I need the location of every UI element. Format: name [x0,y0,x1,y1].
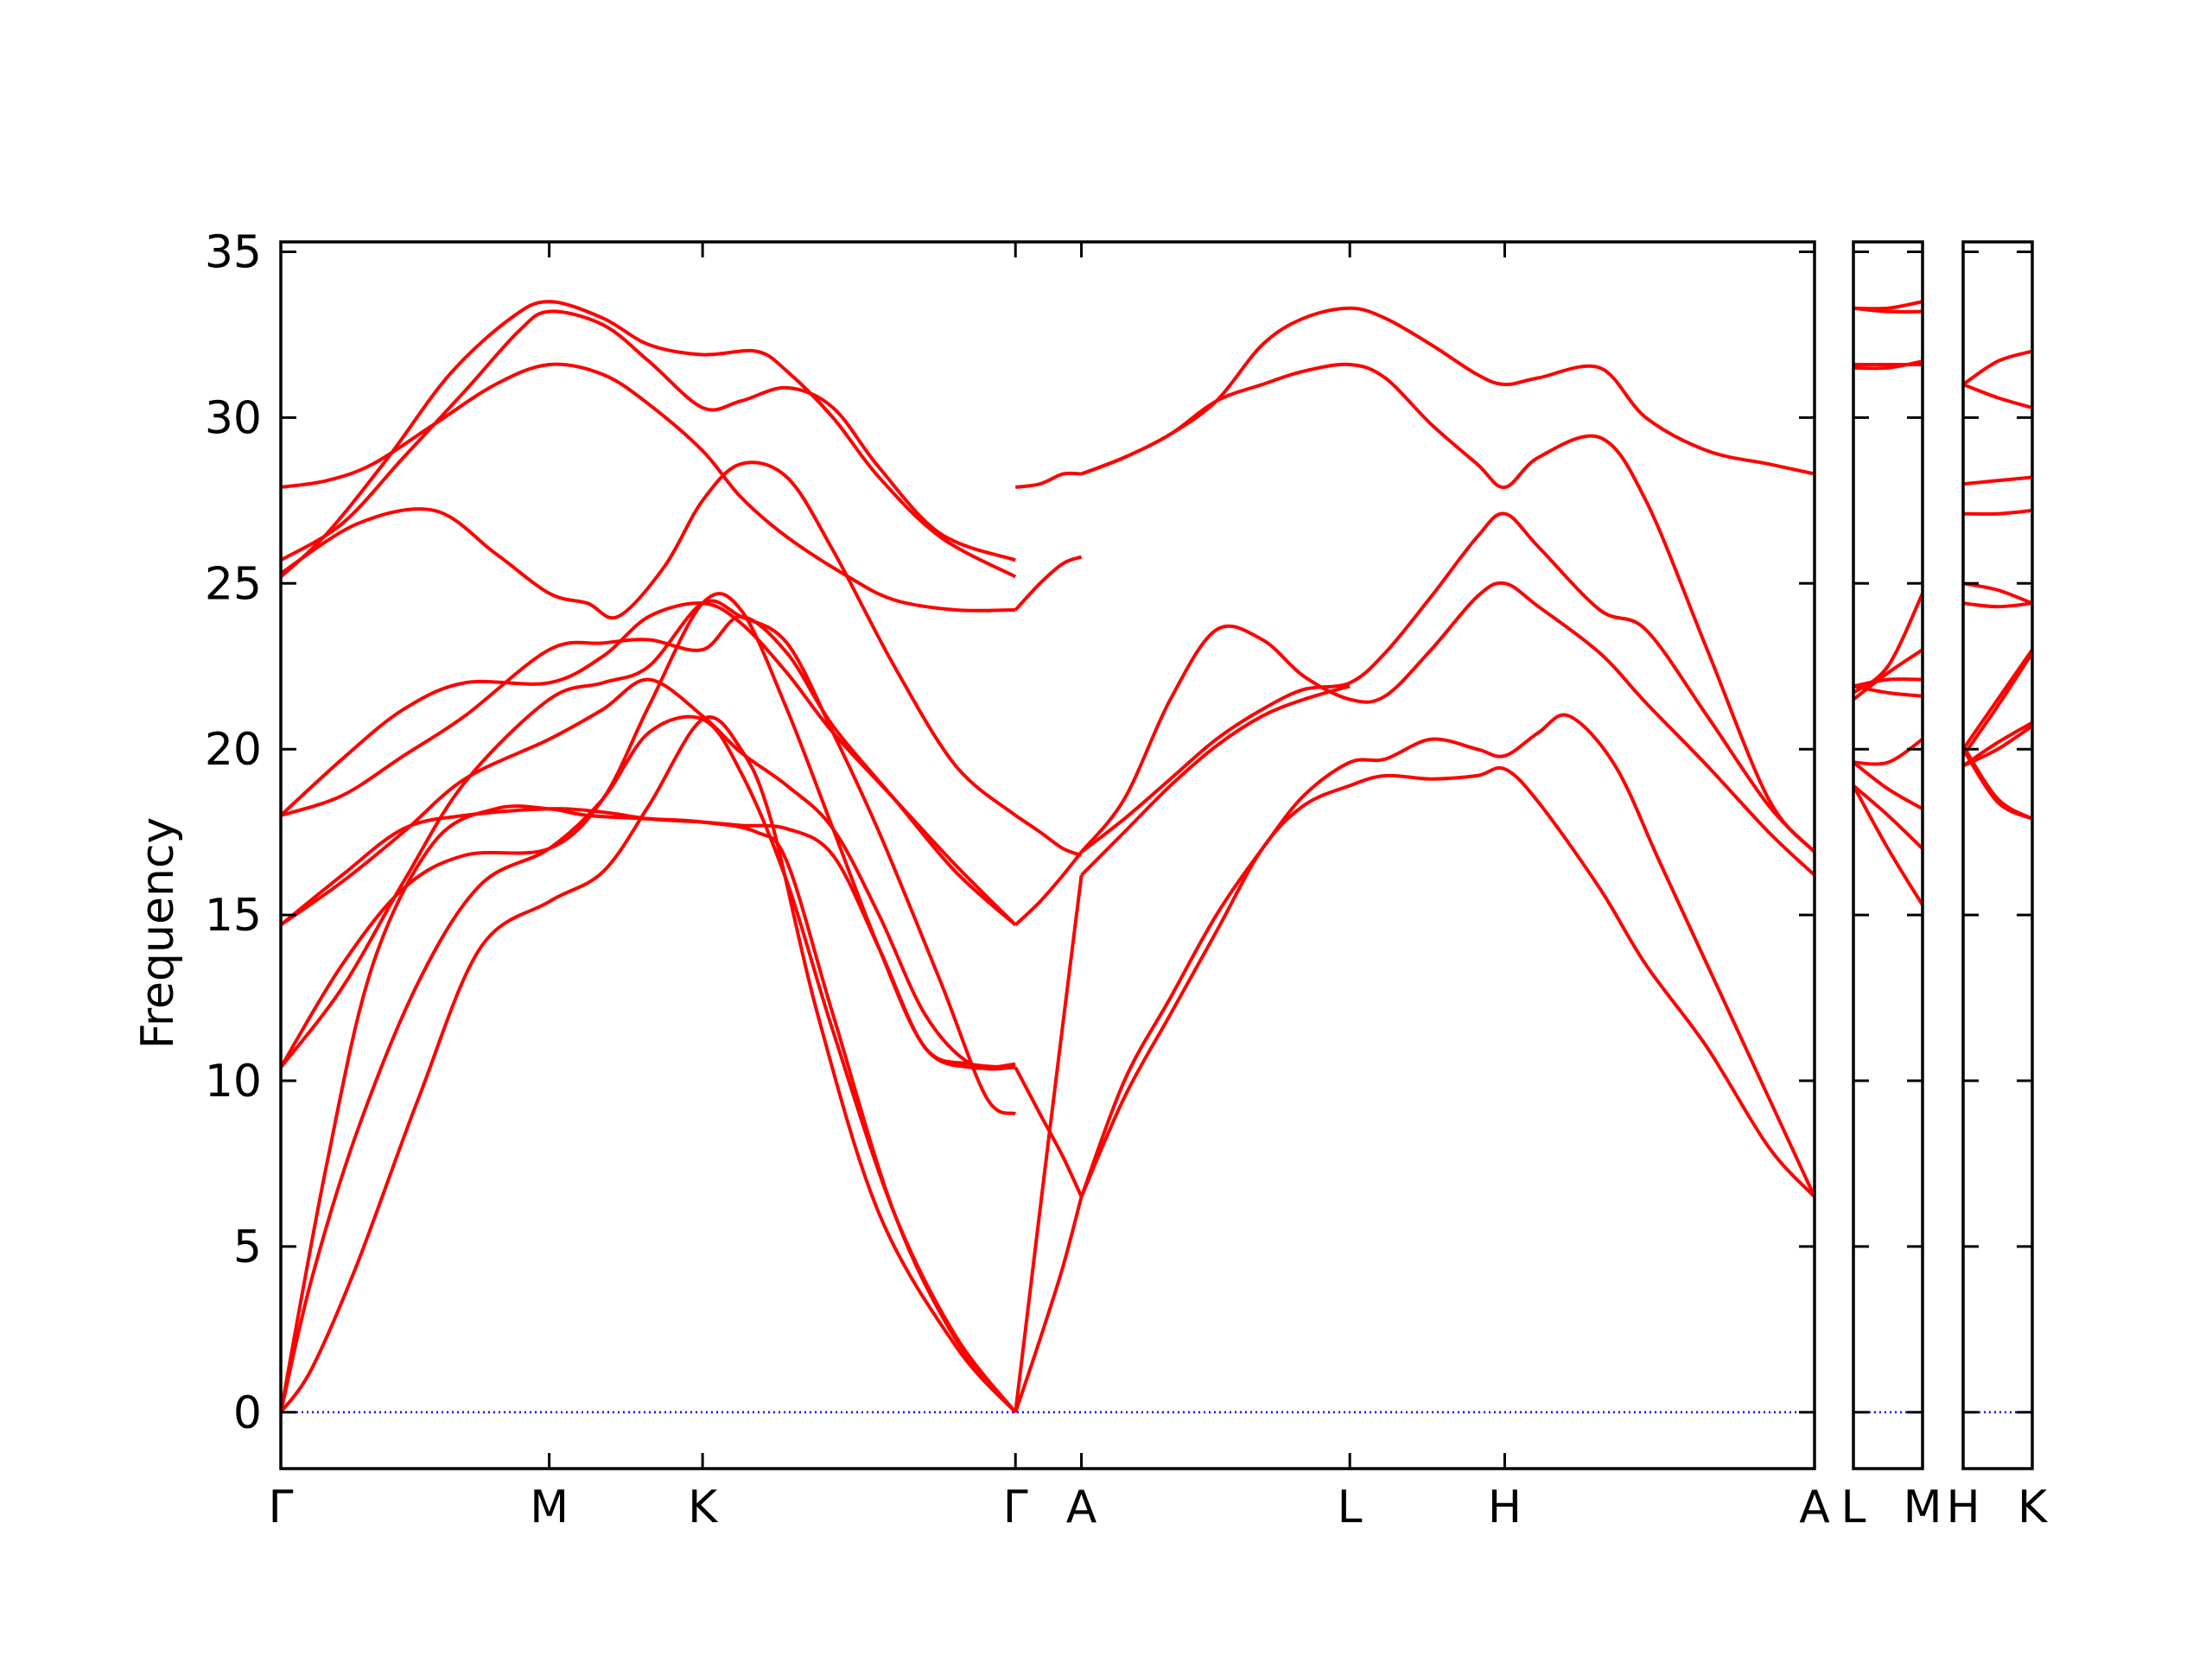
panel-frame [1961,240,2034,1470]
band-line [1963,651,2032,758]
band-line [1963,601,2032,609]
band-line [1014,814,1083,857]
band-line [281,714,1017,1414]
band-line [281,614,1017,927]
band-line [1963,648,2032,751]
panel-frame [279,240,1816,1470]
y-tick-label: 15 [205,890,262,942]
y-tick-label: 35 [205,227,262,279]
y-tick-label: 10 [205,1056,262,1108]
band-line [281,677,1016,1071]
band-line [1014,874,1084,1413]
x-tick-label: H [1946,1482,1980,1533]
band-line [1080,581,1815,877]
x-tick-label: A [1799,1482,1830,1533]
y-tick-label: 25 [205,558,262,610]
band-line [1080,306,1815,476]
y-axis-title: Frequency [132,817,184,1050]
x-tick-label: Γ [269,1482,294,1533]
band-line [1963,508,2032,516]
band-line [1014,555,1083,612]
band-line [281,309,1016,562]
x-tick-label: H [1488,1482,1522,1533]
band-line [1080,362,1815,854]
band-line [281,807,1016,1070]
band-line [1853,677,1923,689]
band-line [1853,648,1923,701]
band-line [1853,760,1923,811]
y-tick-label: 30 [205,392,262,444]
band-line [281,300,1017,579]
band-line [1080,684,1351,877]
band-line [1853,306,1923,314]
x-tick-label: K [2018,1482,2049,1533]
band-line [1963,475,2032,486]
band-line [1014,471,1082,489]
band-line [281,592,1016,1070]
band-line [1079,713,1815,1198]
x-tick-label: K [688,1482,719,1533]
y-tick-label: 5 [233,1222,262,1273]
band-line [1853,784,1923,850]
band-line [281,715,1017,1414]
band-line [281,362,1016,613]
band-line [1014,850,1084,927]
x-tick-label: M [1904,1482,1942,1533]
band-line [1014,1066,1084,1198]
band-line [1853,738,1923,766]
band-line [1853,784,1923,906]
x-tick-label: Γ [1003,1482,1028,1533]
band-line [1963,383,2032,409]
band-line [281,460,1017,817]
band-line [1853,684,1923,698]
band-line [1079,765,1815,1198]
band-line [1963,349,2032,386]
x-tick-label: A [1066,1482,1097,1533]
band-line [1963,748,2032,821]
x-tick-label: M [530,1482,569,1533]
x-tick-label: L [1338,1482,1363,1533]
y-tick-label: 0 [233,1387,262,1439]
band-line [1853,359,1923,371]
panel-frame [1852,240,1924,1470]
band-line [1014,1196,1084,1413]
y-tick-label: 20 [205,724,262,776]
x-tick-label: L [1841,1482,1866,1533]
band-line [1080,511,1815,854]
band-line [1963,581,2032,606]
